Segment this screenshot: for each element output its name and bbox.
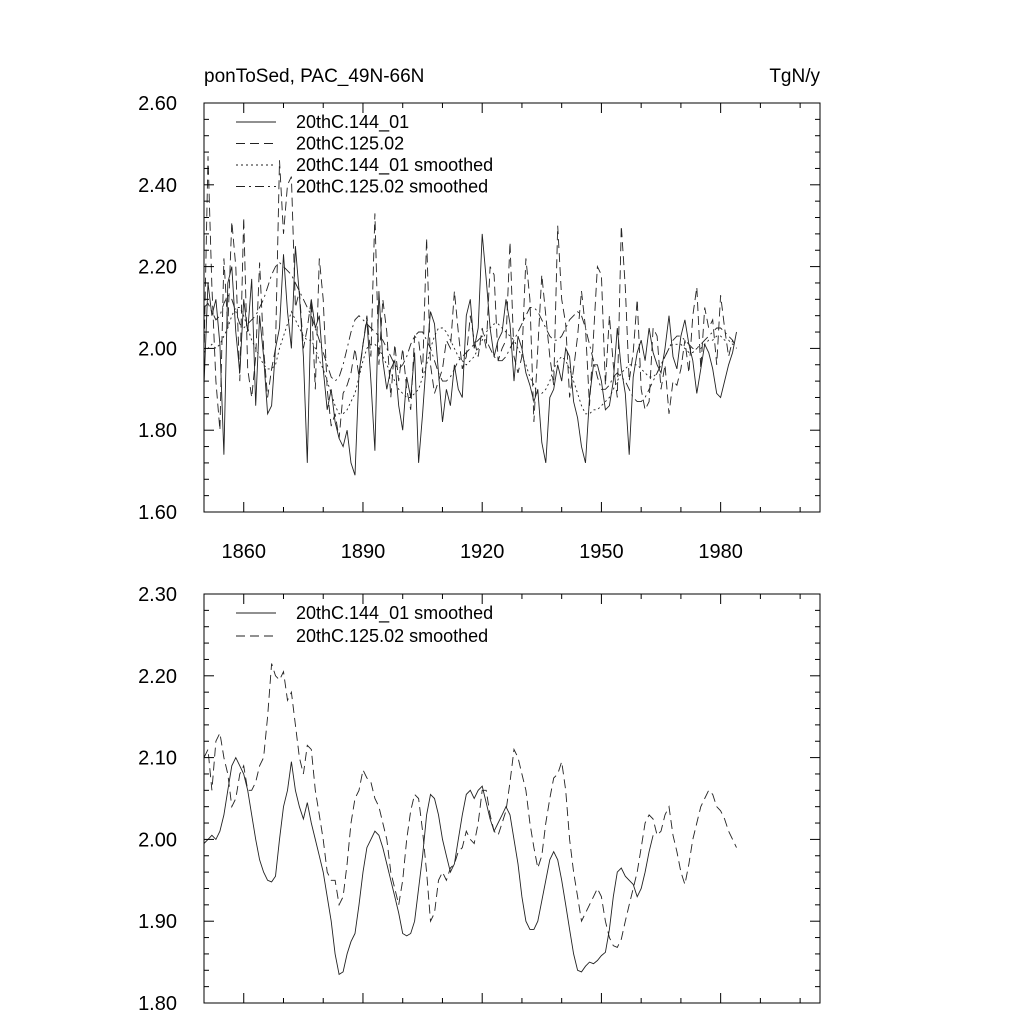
legend-entry: 20thC.144_01	[296, 112, 409, 133]
y-tick-label: 2.00	[138, 338, 177, 360]
y-tick-label: 2.40	[138, 175, 177, 197]
x-tick-label: 1860	[221, 541, 266, 563]
chart-title: ponToSed, PAC_49N-66N	[204, 66, 424, 87]
series-line-20thc-125-02	[203, 156, 734, 439]
plot-frame	[203, 102, 821, 513]
series-line-20thc-144-01-smoothed	[203, 756, 654, 976]
y-tick-label: 2.30	[138, 584, 177, 606]
x-tick-label: 1980	[698, 541, 743, 563]
x-tick-label: 1920	[460, 541, 505, 563]
legend-entry: 20thC.125.02	[296, 134, 404, 154]
x-tick-label: 1950	[579, 541, 624, 563]
top-plot: 1860 1890 1920 1950 1980 1.60 1.80 2.00 2.20 2.40…	[138, 66, 821, 563]
series-line-20thc-125-02-smoothed	[203, 663, 737, 948]
y-tick-label: 2.20	[138, 666, 177, 688]
x-tick-label: 1890	[341, 541, 386, 563]
y-tick-label: 2.20	[138, 257, 177, 279]
y-tick-label: 1.80	[138, 993, 177, 1015]
y-tick-label: 2.10	[138, 748, 177, 770]
y-tick-label: 1.90	[138, 911, 177, 933]
series-line-20thc-125-02-smoothed	[203, 261, 737, 403]
units-label: TgN/y	[769, 66, 820, 87]
legend-entry: 20thC.125.02 smoothed	[296, 177, 488, 197]
legend-entry: 20thC.125.02 smoothed	[296, 626, 488, 646]
y-tick-label: 2.00	[138, 829, 177, 851]
bottom-plot: 1.80 1.90 2.00 2.10 2.20 2.30 20thC.144_01 smo…	[138, 584, 821, 1015]
plot-frame	[203, 593, 821, 1004]
series-line-20thc-144-01-smoothed	[203, 307, 737, 415]
legend-entry: 20thC.144_01 smoothed	[296, 603, 493, 624]
y-tick-label: 1.80	[138, 420, 177, 442]
series-line-20thc-144-01	[203, 233, 737, 476]
legend-entry: 20thC.144_01 smoothed	[296, 155, 493, 176]
y-tick-label: 2.60	[138, 93, 177, 115]
y-tick-label: 1.60	[138, 502, 177, 524]
